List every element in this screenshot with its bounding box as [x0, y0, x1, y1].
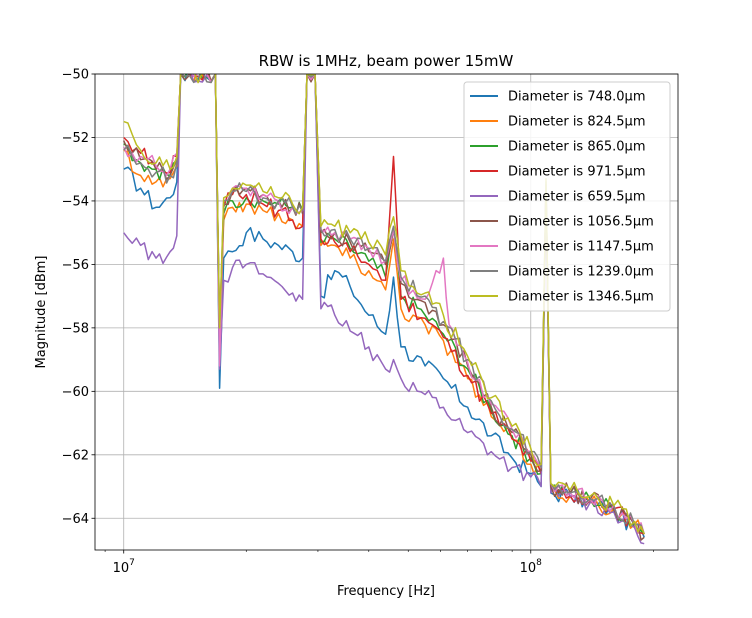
- legend-label: Diameter is 971.5μm: [508, 165, 646, 180]
- y-axis-label: Magnitude [dBm]: [34, 256, 49, 369]
- legend-label: Diameter is 659.5μm: [508, 190, 646, 205]
- axes-frame: [94, 73, 679, 551]
- x-axis-label: Frequency [Hz]: [337, 584, 435, 599]
- legend-label: Diameter is 1346.5μm: [508, 290, 654, 305]
- y-tick-label: −64: [62, 512, 89, 527]
- chart-title: RBW is 1MHz, beam power 15mW: [259, 52, 514, 70]
- series-layer: [123, 74, 645, 545]
- y-tick-label: −56: [62, 258, 89, 273]
- legend-label: Diameter is 1239.0μm: [508, 265, 654, 280]
- legend: Diameter is 748.0μm Diameter is 824.5μm Di…: [463, 81, 671, 312]
- y-tick-label: −50: [62, 68, 89, 83]
- legend-label: Diameter is 748.0μm: [508, 90, 646, 105]
- y-tick-label: −62: [62, 448, 89, 463]
- y-tick-label: −54: [62, 194, 89, 209]
- legend-box: [463, 81, 671, 312]
- legend-label: Diameter is 1147.5μm: [508, 240, 654, 255]
- legend-label: Diameter is 1056.5μm: [508, 215, 654, 230]
- y-tick-label: −60: [62, 385, 89, 400]
- y-tick-label: −52: [62, 131, 89, 146]
- legend-label: Diameter is 865.0μm: [508, 140, 646, 155]
- series-line: [123, 74, 645, 535]
- legend-label: Diameter is 824.5μm: [508, 115, 646, 130]
- series-line: [123, 74, 645, 535]
- y-tick-label: −58: [62, 321, 89, 336]
